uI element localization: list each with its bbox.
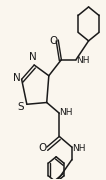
Text: O: O: [49, 36, 58, 46]
Text: N: N: [29, 52, 37, 62]
Text: O: O: [38, 143, 46, 153]
Text: N: N: [13, 73, 20, 83]
Text: NH: NH: [72, 143, 85, 152]
Text: S: S: [18, 102, 24, 112]
Text: NH: NH: [76, 56, 90, 65]
Text: NH: NH: [59, 108, 73, 117]
